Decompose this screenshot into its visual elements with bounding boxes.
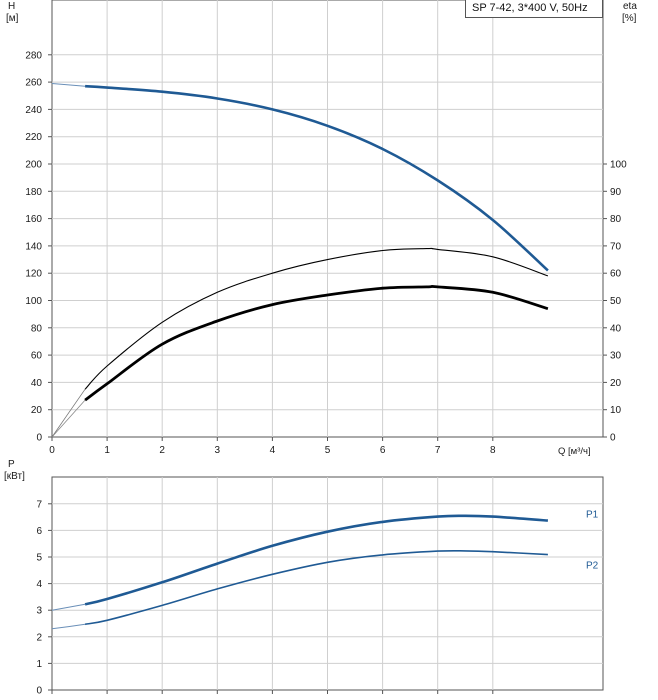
p-tick-label: 6 bbox=[36, 526, 42, 537]
eta-tick-label: 60 bbox=[610, 269, 622, 280]
q-axis-label: Q [м³/ч] bbox=[558, 446, 591, 457]
power-curve-extension-p1 bbox=[51, 603, 86, 611]
h-tick-label: 140 bbox=[25, 241, 42, 252]
p-axis-unit: [кВт] bbox=[4, 471, 25, 482]
h-tick-label: 260 bbox=[25, 78, 42, 89]
series-label-p1: P1 bbox=[586, 510, 599, 521]
q-tick-label: 3 bbox=[215, 445, 221, 456]
axis-labels: H [м] eta [%] Q [м³/ч] P [кВт] bbox=[4, 1, 637, 482]
h-tick-label: 20 bbox=[31, 405, 43, 416]
h-tick-label: 220 bbox=[25, 132, 42, 143]
legend-label: SP 7-42, 3*400 V, 50Hz bbox=[472, 2, 588, 14]
p-tick-label: 7 bbox=[36, 499, 42, 510]
efficiency-curve-thin bbox=[84, 247, 549, 390]
h-axis-title: H bbox=[8, 1, 15, 12]
p-tick-label: 3 bbox=[36, 606, 42, 617]
power-curve-p2 bbox=[84, 549, 548, 626]
h-tick-label: 80 bbox=[31, 323, 43, 334]
h-tick-label: 60 bbox=[31, 351, 43, 362]
efficiency-curve-thick bbox=[84, 284, 549, 402]
eta-tick-label: 10 bbox=[610, 405, 622, 416]
q-tick-label: 6 bbox=[380, 445, 386, 456]
q-tick-label: 8 bbox=[490, 445, 496, 456]
bottom-chart-grid: 0 1 2 3 4 5 6 7 bbox=[36, 476, 604, 697]
eta-tick-label: 40 bbox=[610, 323, 622, 334]
head-curve bbox=[85, 84, 549, 272]
h-tick-label: 180 bbox=[25, 187, 42, 198]
p-tick-label: 0 bbox=[36, 686, 42, 697]
eta-axis-unit: [%] bbox=[622, 13, 637, 24]
h-tick-label: 100 bbox=[25, 296, 42, 307]
eta-tick-label: 90 bbox=[610, 187, 622, 198]
top-chart-grid: 0204060801001201401601802002202402602800… bbox=[25, 0, 627, 456]
h-tick-label: 240 bbox=[25, 105, 42, 116]
p-axis-title: P bbox=[8, 459, 15, 470]
eta-tick-label: 70 bbox=[610, 241, 622, 252]
eta-tick-label: 20 bbox=[610, 378, 622, 389]
q-tick-label: 2 bbox=[159, 445, 165, 456]
h-tick-label: 200 bbox=[25, 160, 42, 171]
q-tick-label: 4 bbox=[270, 445, 276, 456]
chart-legend-box: SP 7-42, 3*400 V, 50Hz bbox=[465, 0, 603, 18]
h-tick-label: 160 bbox=[25, 214, 42, 225]
efficiency-thick-extension bbox=[51, 399, 86, 438]
power-curve-extension-p2 bbox=[51, 623, 86, 630]
eta-tick-label: 80 bbox=[610, 214, 622, 225]
p-tick-label: 5 bbox=[36, 553, 42, 564]
q-tick-label: 5 bbox=[325, 445, 331, 456]
eta-tick-label: 0 bbox=[610, 433, 616, 444]
h-tick-label: 280 bbox=[25, 50, 42, 61]
eta-tick-label: 50 bbox=[610, 296, 622, 307]
bottom-chart-series: P1 P2 bbox=[51, 510, 599, 630]
eta-axis-title: eta bbox=[623, 1, 637, 12]
h-axis-unit: [м] bbox=[6, 13, 19, 24]
p-tick-label: 2 bbox=[36, 632, 42, 643]
eta-tick-label: 30 bbox=[610, 351, 622, 362]
efficiency-curve-extension bbox=[51, 388, 86, 438]
p-tick-label: 4 bbox=[36, 579, 42, 590]
q-tick-label: 0 bbox=[49, 445, 55, 456]
head-curve-extension bbox=[51, 83, 86, 87]
h-tick-label: 40 bbox=[31, 378, 43, 389]
h-tick-label: 120 bbox=[25, 269, 42, 280]
h-tick-label: 0 bbox=[36, 433, 42, 444]
top-chart-series bbox=[51, 83, 549, 438]
eta-tick-label: 100 bbox=[610, 160, 627, 171]
power-curve-p1 bbox=[84, 514, 548, 606]
q-tick-label: 7 bbox=[435, 445, 441, 456]
p-tick-label: 1 bbox=[36, 659, 42, 670]
series-label-p2: P2 bbox=[586, 561, 599, 572]
q-tick-label: 1 bbox=[104, 445, 110, 456]
